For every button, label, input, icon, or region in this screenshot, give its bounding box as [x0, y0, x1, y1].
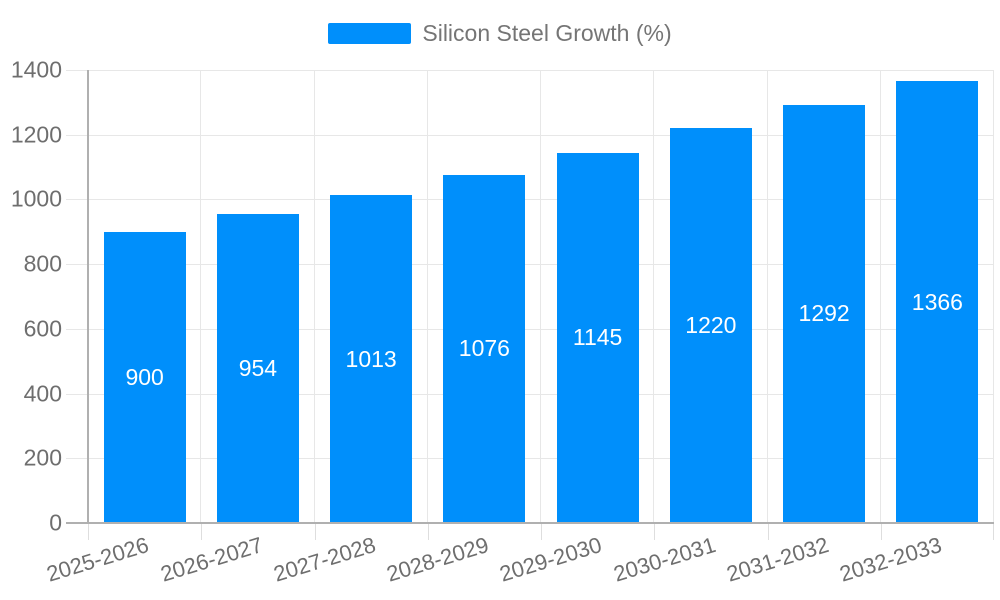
x-axis-tick-label: 2029-2030 [497, 532, 605, 587]
x-axis-tick-label: 2032-2033 [836, 532, 945, 587]
v-gridline [313, 70, 315, 523]
h-gridline [66, 328, 994, 330]
bar-value-label: 954 [238, 355, 278, 382]
bar-value-label: 1145 [572, 324, 623, 351]
y-axis-labels: 0 200 400 600 800 1000 1200 1400 [0, 57, 62, 536]
bar: 1220 [669, 128, 752, 523]
h-gridline [66, 393, 994, 395]
chart-legend: Silicon Steel Growth (%) [0, 20, 1000, 47]
h-gridline [66, 199, 994, 201]
x-axis-tick [880, 523, 882, 540]
y-axis-tick-label: 0 [49, 509, 62, 536]
bar: 900 [103, 231, 186, 523]
bar: 1366 [896, 81, 979, 523]
bar: 954 [216, 214, 299, 523]
y-axis-tick-label: 1400 [10, 56, 62, 83]
v-gridline [426, 70, 428, 523]
x-axis-line [66, 522, 994, 524]
x-axis-tick [427, 523, 429, 540]
bar-value-label: 900 [125, 363, 164, 390]
x-axis-tick [993, 523, 994, 540]
h-gridline [66, 264, 994, 266]
h-gridline [66, 134, 994, 136]
bar: 1013 [330, 195, 413, 523]
x-axis-tick-label: 2026-2027 [157, 532, 266, 587]
y-axis-tick-label: 1000 [10, 185, 62, 212]
bar: 1292 [783, 104, 866, 523]
v-gridline [993, 70, 994, 523]
x-axis-tick [767, 523, 769, 540]
x-axis-tick-label: 2030-2031 [610, 532, 719, 587]
legend-label: Silicon Steel Growth (%) [422, 20, 672, 46]
y-axis-line [87, 70, 89, 523]
h-gridline [66, 70, 994, 71]
x-axis-tick-label: 2028-2029 [383, 532, 492, 587]
bar-value-label: 1220 [685, 312, 737, 339]
v-gridline [766, 70, 768, 523]
x-axis-tick-label: 2027-2028 [270, 532, 379, 587]
v-gridline [200, 70, 202, 523]
x-axis-tick [201, 523, 203, 540]
y-axis-tick-label: 800 [23, 250, 62, 277]
y-axis-tick-label: 200 [23, 444, 62, 471]
bar-value-label: 1076 [458, 335, 510, 362]
v-gridline [653, 70, 655, 523]
x-axis-tick [88, 523, 89, 540]
y-axis-tick-label: 400 [23, 380, 62, 407]
bar: 1145 [556, 152, 639, 523]
y-axis-tick-label: 600 [23, 315, 62, 342]
legend-swatch [328, 23, 412, 44]
x-axis-tick-label: 2025-2026 [44, 532, 152, 587]
bar-value-label: 1013 [345, 345, 397, 372]
plot-area: 900 954 1013 1076 1145 1220 1292 1366 [66, 70, 994, 540]
bar-value-label: 1292 [798, 300, 850, 327]
x-axis-tick [541, 523, 542, 540]
bar: 1076 [443, 174, 526, 523]
v-gridline [879, 70, 881, 523]
y-axis-tick-label: 1200 [10, 121, 62, 148]
bar-value-label: 1366 [911, 288, 963, 315]
x-axis-tick-label: 2031-2032 [723, 532, 832, 587]
x-axis-tick [654, 523, 656, 540]
v-gridline [540, 70, 541, 523]
h-gridline [66, 458, 994, 460]
x-axis-tick [314, 523, 316, 540]
